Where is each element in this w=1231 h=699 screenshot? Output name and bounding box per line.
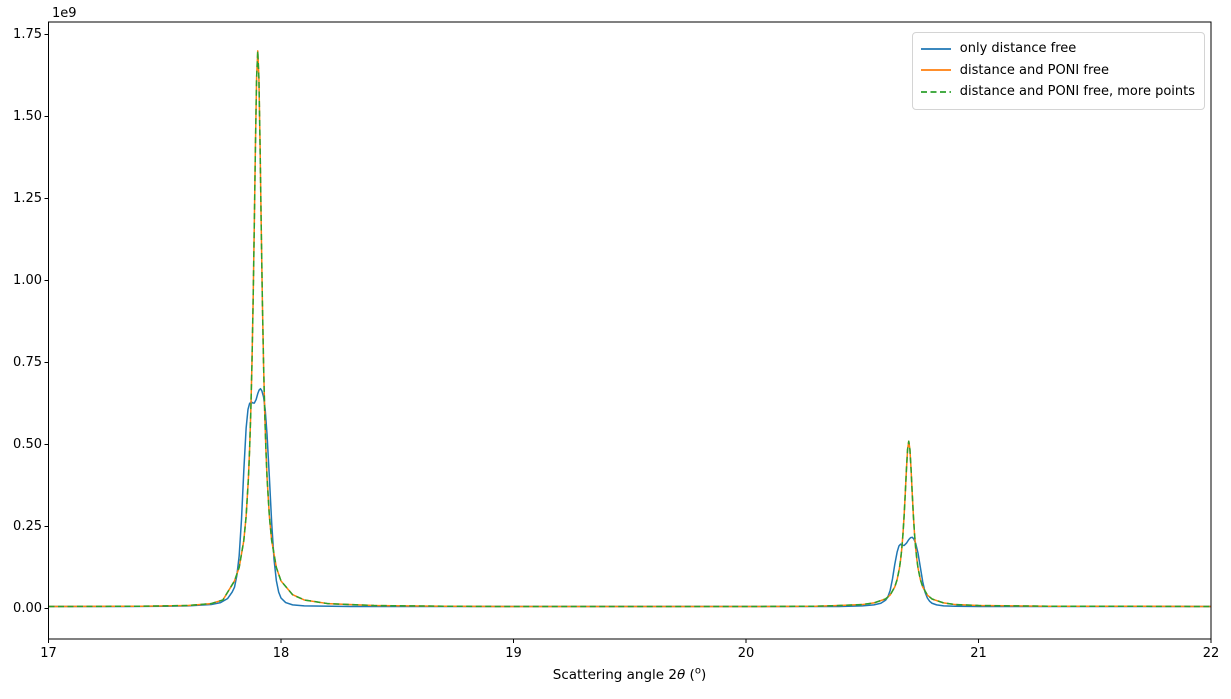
legend-label: distance and PONI free, more points xyxy=(959,84,1195,100)
legend-item-1: distance and PONI free xyxy=(920,60,1195,82)
x-axis-label-paren-open: ( xyxy=(685,667,695,683)
legend-item-2: distance and PONI free, more points xyxy=(920,81,1195,103)
y-tick-label: 0.75 xyxy=(13,354,42,370)
x-tick-label: 18 xyxy=(272,646,290,661)
y-tick-label: 0.50 xyxy=(13,436,42,452)
legend-line-sample xyxy=(920,47,951,50)
y-tick-label: 1.75 xyxy=(13,26,42,42)
series-line-0 xyxy=(48,387,1211,608)
x-tick-label: 19 xyxy=(505,646,522,661)
y-tick-label: 1.25 xyxy=(13,190,42,206)
legend-line-sample xyxy=(920,90,951,93)
series-line-1 xyxy=(48,50,1211,608)
theta-symbol: θ xyxy=(676,667,686,683)
y-tick-label: 1.50 xyxy=(13,108,42,124)
y-tick-label: 1.00 xyxy=(13,272,42,288)
degree-superscript: o xyxy=(694,665,701,677)
x-axis-label: Scattering angle 2θ (o) xyxy=(48,665,1211,683)
x-axis-label-paren-close: ) xyxy=(700,667,707,683)
y-tick-label: 0.00 xyxy=(13,600,42,616)
x-tick-label: 22 xyxy=(1202,646,1220,661)
x-tick-label: 20 xyxy=(737,646,755,661)
legend: only distance free distance and PONI free… xyxy=(911,32,1205,110)
y-tick-label: 0.25 xyxy=(13,518,42,534)
x-tick-label: 21 xyxy=(970,646,987,661)
legend-label: only distance free xyxy=(959,41,1077,57)
series-line-2 xyxy=(48,50,1211,608)
axes-spines xyxy=(48,21,1212,640)
legend-label: distance and PONI free xyxy=(959,62,1109,78)
legend-item-0: only distance free xyxy=(920,38,1195,60)
y-axis-offset-label: 1e9 xyxy=(52,6,77,21)
legend-line-sample xyxy=(920,69,951,72)
x-axis-label-text: Scattering angle 2 xyxy=(552,667,677,683)
x-tick-label: 17 xyxy=(40,646,57,661)
